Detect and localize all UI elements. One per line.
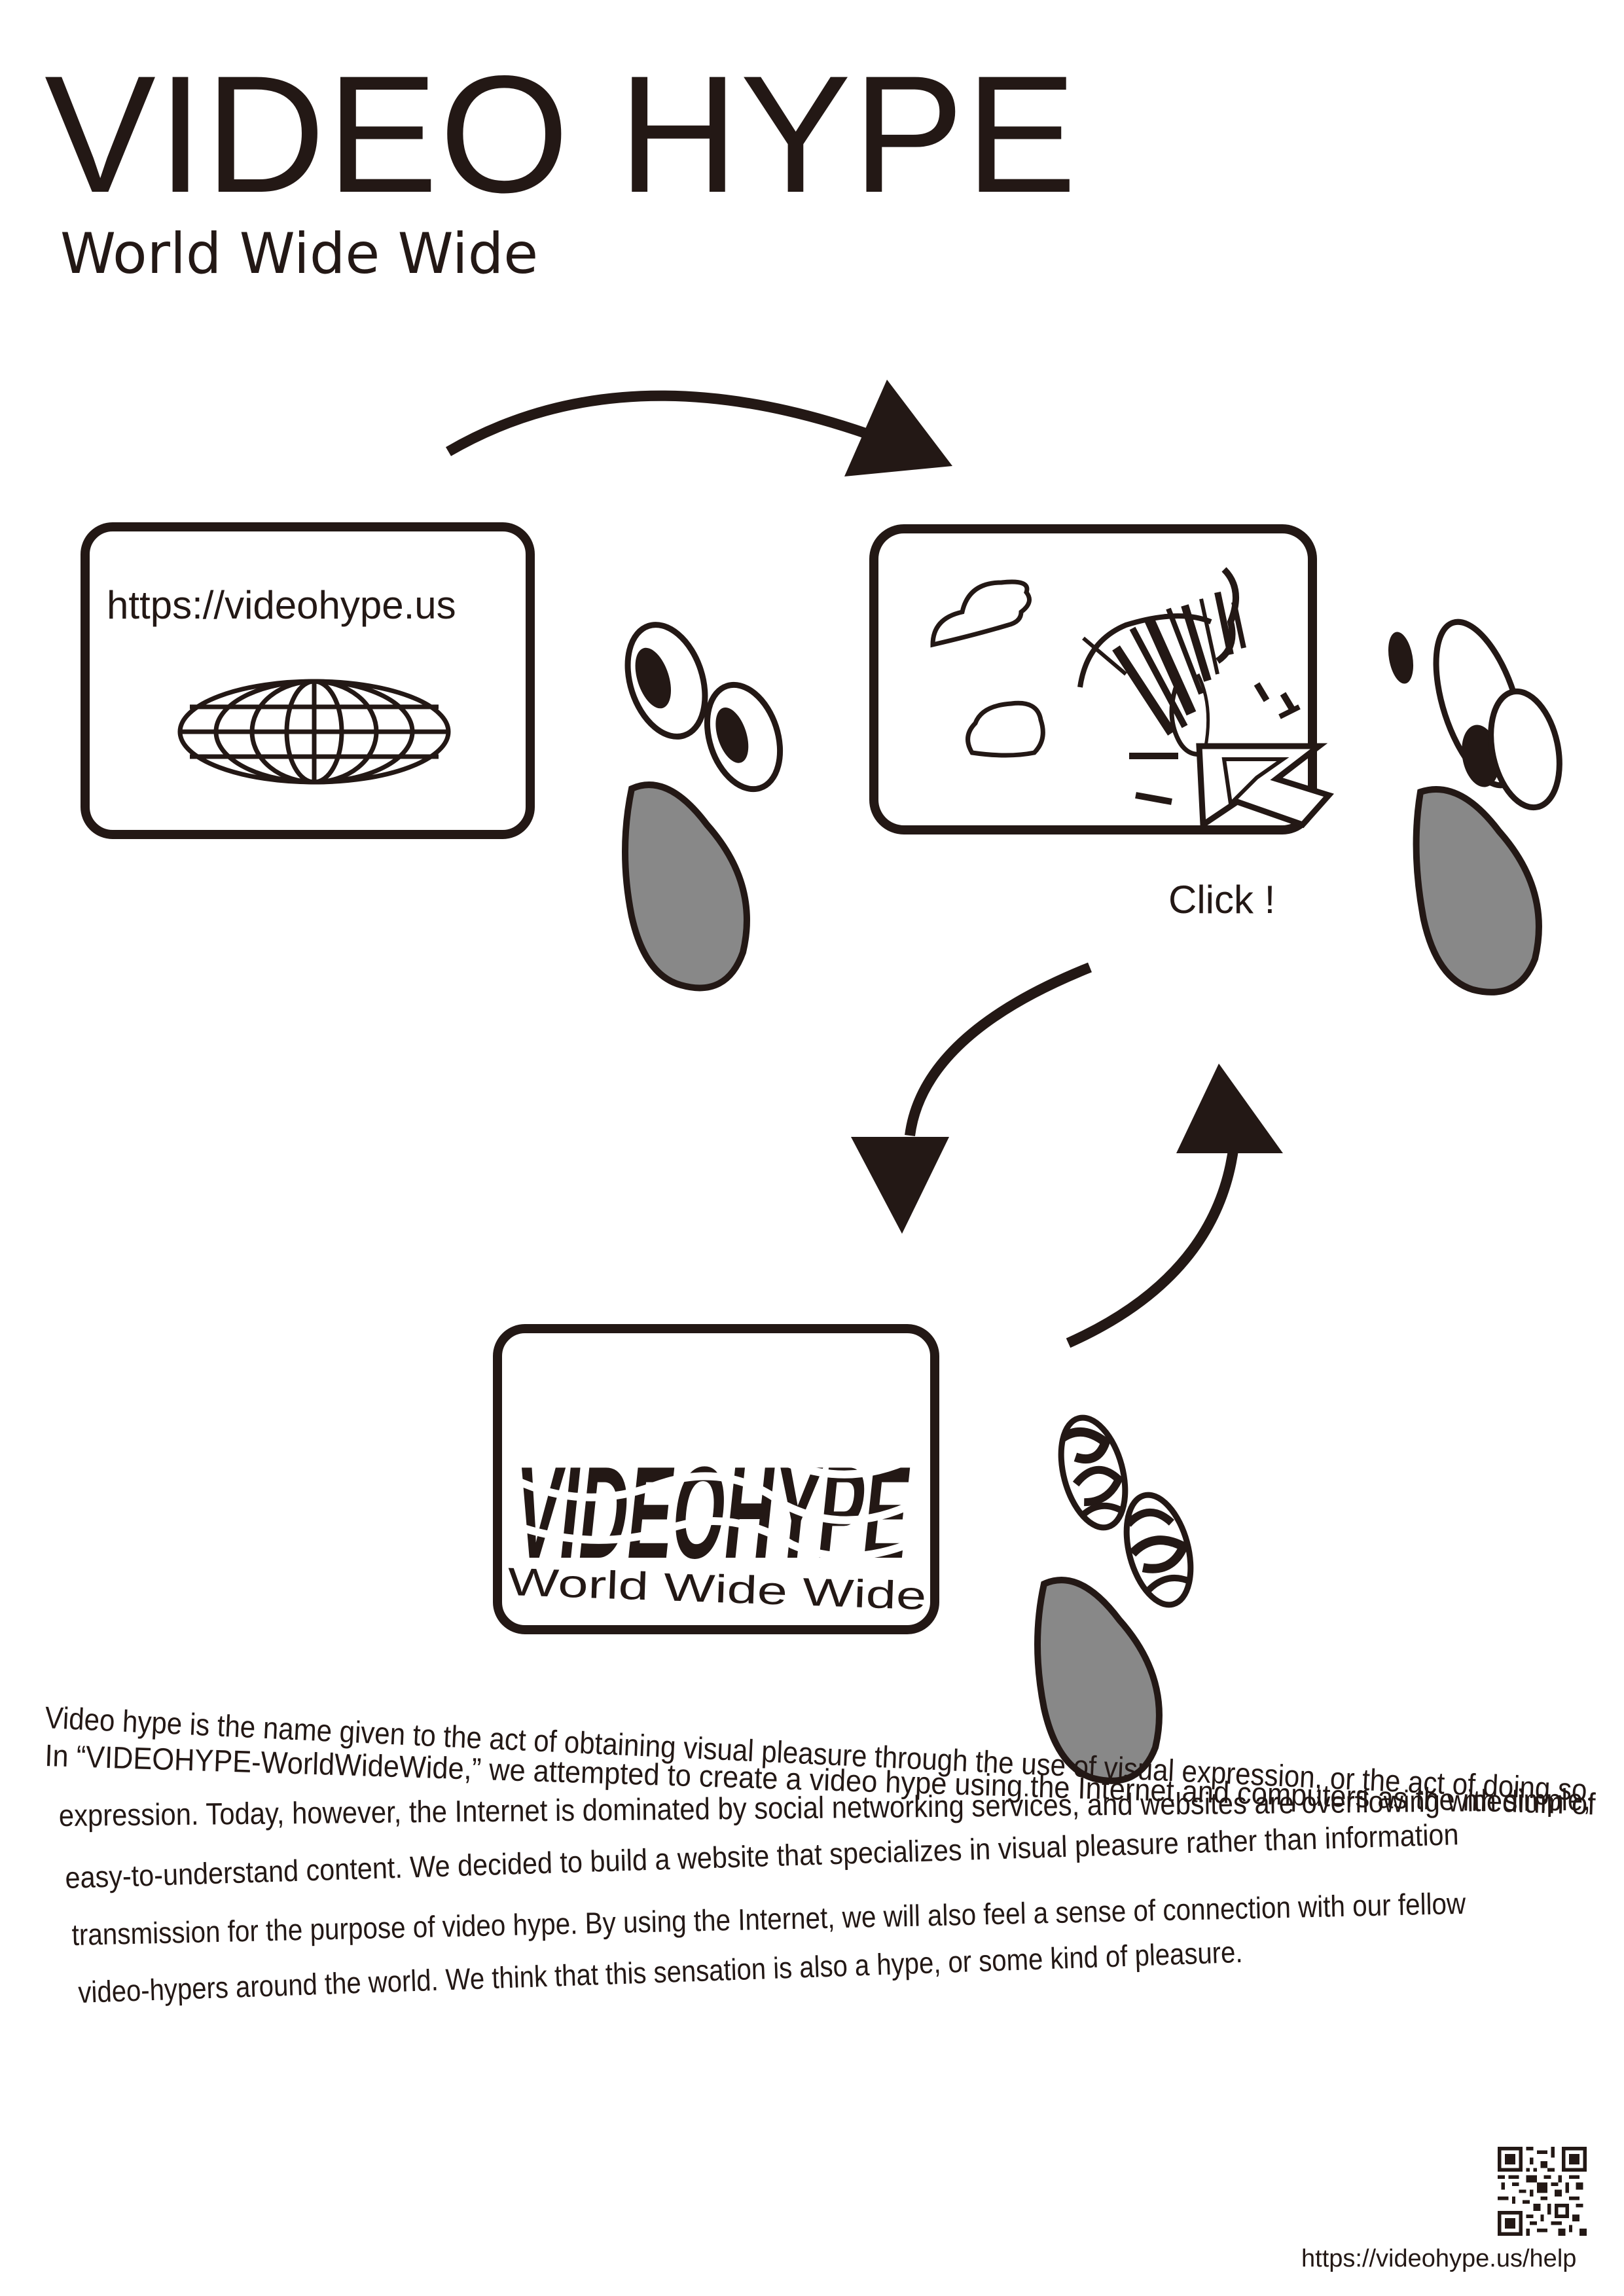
- cursor-arrow-icon: [1196, 743, 1334, 831]
- arrow-step1-to-step2: [445, 380, 952, 476]
- cloud-shape-2: [965, 700, 1045, 758]
- step2-window: Click !: [869, 524, 1334, 922]
- wavy-logo-text: VIDEOHYPE: [509, 1439, 916, 1585]
- help-url-link[interactable]: https://videohype.us/help: [1301, 2245, 1577, 2272]
- description-paragraph: Video hype is the name given to the act …: [45, 1700, 1597, 2009]
- glitch-cluster: [1077, 567, 1301, 805]
- face-icon: [1388, 619, 1562, 996]
- face-icon: [622, 622, 784, 992]
- wavy-logo: VIDEOHYPE: [509, 1384, 925, 1586]
- poster-subtitle: World Wide Wide: [60, 221, 539, 287]
- step1-window: https://videohype.us: [81, 522, 535, 839]
- qr-code-icon[interactable]: [1498, 2147, 1587, 2236]
- cloud-shape-1: [930, 579, 1032, 648]
- arrow-step3-to-step2: [1066, 1064, 1283, 1348]
- description-line-5: transmission for the purpose of video hy…: [71, 1886, 1466, 1952]
- step1-url: https://videohype.us: [107, 583, 456, 627]
- click-label: Click !: [1168, 878, 1275, 922]
- arrow-step2-to-step3: [851, 962, 1092, 1234]
- step3-window: VIDEOHYPE World Wide Wide: [493, 1324, 939, 1634]
- globe-icon: [177, 679, 451, 785]
- poster-title: VIDEO HYPE: [45, 41, 1078, 228]
- face-icon: [1034, 1414, 1194, 1784]
